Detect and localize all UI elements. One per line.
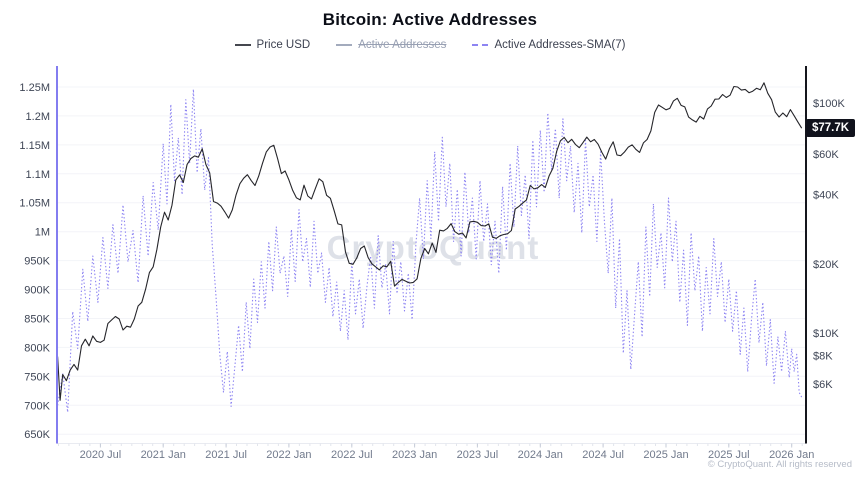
x-axis-tick-label: 2025 Jan	[643, 449, 688, 461]
left-axis-tick-label: 850K	[24, 314, 50, 326]
left-axis-tick-label: 800K	[24, 342, 50, 354]
right-axis-tick-label: $60K	[813, 149, 839, 161]
x-axis-tick-label: 2023 Jul	[457, 449, 499, 461]
x-axis-tick-label: 2025 Jul	[708, 449, 750, 461]
left-axis-tick-label: 1.2M	[26, 111, 50, 123]
copyright-footer: © CryptoQuant. All rights reserved	[707, 459, 852, 470]
legend-item-price-usd[interactable]: Price USD	[234, 39, 311, 51]
x-axis-tick-label: 2023 Jan	[392, 449, 437, 461]
active-addresses-sma7-line-swatch	[472, 44, 489, 46]
series-price-usd-line	[57, 82, 803, 401]
left-axis-tick-label: 950K	[24, 256, 50, 268]
right-axis-tick-label: $100K	[813, 98, 845, 110]
legend-label-price-usd: Price USD	[256, 39, 311, 51]
x-axis-tick-label: 2026 Jan	[769, 449, 814, 461]
right-axis-tick-label: $8K	[813, 350, 833, 362]
left-axis-tick-label: 650K	[24, 429, 50, 441]
legend-item-active-addresses[interactable]: Active Addresses	[336, 39, 446, 51]
left-axis-tick-label: 1.1M	[26, 169, 50, 181]
left-axis-tick-label: 1.15M	[19, 140, 50, 152]
left-axis-tick-label: 900K	[24, 285, 50, 297]
x-axis-tick-label: 2024 Jul	[582, 449, 624, 461]
legend-label-active-addresses-sma7: Active Addresses-SMA(7)	[494, 39, 626, 51]
right-axis-tick-label: $10K	[813, 328, 839, 340]
x-axis-tick-label: 2021 Jul	[205, 449, 247, 461]
x-axis-tick-label: 2021 Jan	[141, 449, 186, 461]
price-usd-line-swatch	[234, 44, 251, 46]
left-axis-tick-label: 1.25M	[19, 82, 50, 94]
x-axis-tick-label: 2020 Jul	[80, 449, 122, 461]
legend-item-active-addresses-sma7[interactable]: Active Addresses-SMA(7)	[472, 39, 625, 51]
left-axis-tick-label: 700K	[24, 400, 50, 412]
active-addresses-line-swatch	[336, 44, 353, 46]
left-axis-tick-label: 1M	[35, 227, 50, 239]
latest-price-badge: $77.7K	[806, 119, 856, 138]
left-axis-tick-label: 1.05M	[19, 198, 50, 210]
x-axis-tick-label: 2022 Jan	[266, 449, 311, 461]
watermark-text: CryptoQuant	[327, 229, 540, 266]
right-axis-tick-label: $6K	[813, 379, 833, 391]
x-axis-tick-label: 2024 Jan	[518, 449, 563, 461]
chart-title: Bitcoin: Active Addresses	[322, 10, 538, 29]
right-axis-tick-label: $40K	[813, 190, 839, 202]
chart-legend: Price USD Active Addresses Active Addres…	[0, 39, 860, 51]
right-axis-tick-label: $20K	[813, 259, 839, 271]
left-axis-tick-label: 750K	[24, 371, 50, 383]
x-axis-tick-label: 2022 Jul	[331, 449, 373, 461]
legend-label-active-addresses: Active Addresses	[358, 39, 447, 51]
series-active-addresses-sma7-line	[57, 88, 803, 413]
